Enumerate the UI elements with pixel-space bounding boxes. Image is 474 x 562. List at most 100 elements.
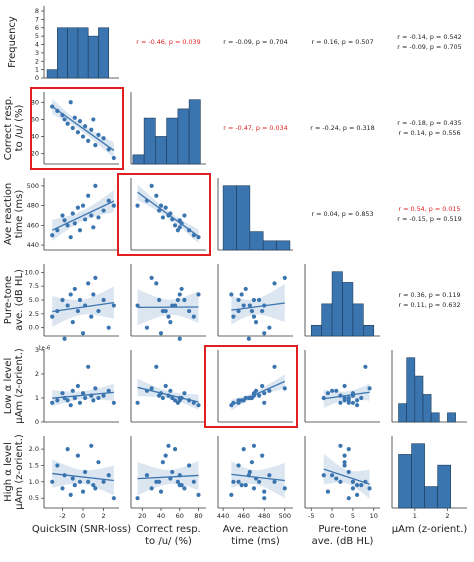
point (101, 208, 106, 213)
point (62, 117, 67, 122)
x-tick-label: 2 (445, 512, 449, 520)
point (253, 476, 259, 481)
point (75, 308, 81, 314)
point (282, 275, 287, 280)
point (170, 303, 175, 308)
y-tick-label: 80 (31, 98, 39, 106)
point (72, 482, 77, 488)
point (262, 391, 267, 396)
point (367, 486, 372, 491)
hist-bar (310, 324, 322, 337)
point (231, 479, 236, 484)
point (72, 395, 77, 401)
point (251, 297, 257, 303)
point (70, 211, 75, 216)
point (158, 489, 164, 494)
point (89, 314, 94, 319)
point (342, 460, 347, 465)
point (359, 395, 364, 401)
point (236, 308, 241, 314)
point (191, 400, 196, 405)
point (170, 217, 175, 222)
point (101, 479, 106, 484)
point (342, 463, 347, 468)
y-tick-label: 2 (35, 57, 39, 65)
point (346, 395, 351, 401)
point (177, 398, 182, 403)
hist-bar (276, 240, 291, 251)
point (62, 218, 67, 223)
point (106, 198, 111, 203)
offset-text: 1e-6 (38, 346, 51, 352)
point (82, 124, 88, 129)
point (75, 383, 81, 389)
point (80, 203, 86, 208)
point (157, 208, 162, 213)
hist-bar (177, 108, 190, 165)
point (243, 395, 248, 401)
point (93, 183, 98, 188)
point (168, 476, 173, 481)
point (101, 393, 106, 398)
point (256, 297, 262, 303)
x-tick-label: 1 (413, 512, 417, 520)
hist-bar (411, 443, 425, 509)
highlight-box (204, 345, 298, 428)
hist-bar (77, 27, 89, 79)
point (50, 233, 55, 238)
point (346, 496, 351, 501)
point (86, 138, 91, 143)
x-axis-label: Correct resp. (136, 524, 200, 535)
point (160, 395, 165, 401)
y-tick-label: 60 (31, 115, 39, 123)
hist-bar (132, 154, 145, 165)
point (249, 308, 255, 314)
x-tick-label: 440 (217, 512, 229, 520)
hist-bar (166, 117, 179, 165)
hist-bar (447, 412, 456, 423)
point (68, 100, 73, 105)
point (182, 486, 187, 491)
point (187, 463, 192, 468)
point (91, 398, 96, 403)
hist-bar (262, 240, 277, 251)
hist-bar (352, 303, 364, 337)
point (65, 303, 70, 308)
confidence-band (231, 461, 285, 499)
y-tick-label: 40 (31, 133, 39, 141)
y-tick-label: 0 (35, 418, 39, 426)
point (334, 388, 339, 393)
y-tick-label: 480 (27, 202, 39, 210)
point (163, 453, 168, 458)
point (179, 221, 184, 226)
point (77, 400, 83, 405)
point (70, 476, 75, 481)
y-tick-label: 8 (35, 7, 39, 15)
point (149, 486, 154, 491)
x-axis-label: Ave. reaction (223, 524, 289, 535)
point (177, 336, 182, 341)
point (144, 325, 150, 330)
point (68, 292, 73, 297)
point (321, 395, 326, 401)
point (187, 228, 192, 233)
point (338, 443, 343, 448)
point (325, 391, 331, 396)
y-axis-label: High α level (3, 442, 14, 502)
point (267, 388, 272, 393)
hist-bar (414, 375, 424, 423)
point (342, 383, 347, 389)
hist-bar (398, 454, 412, 509)
point (60, 113, 65, 118)
point (363, 479, 368, 484)
point (229, 492, 234, 498)
confidence-band (231, 283, 285, 325)
point (144, 388, 150, 393)
point (111, 203, 116, 208)
point (55, 108, 60, 113)
point (89, 393, 94, 398)
point (256, 393, 262, 398)
point (154, 281, 159, 286)
point (191, 479, 196, 484)
